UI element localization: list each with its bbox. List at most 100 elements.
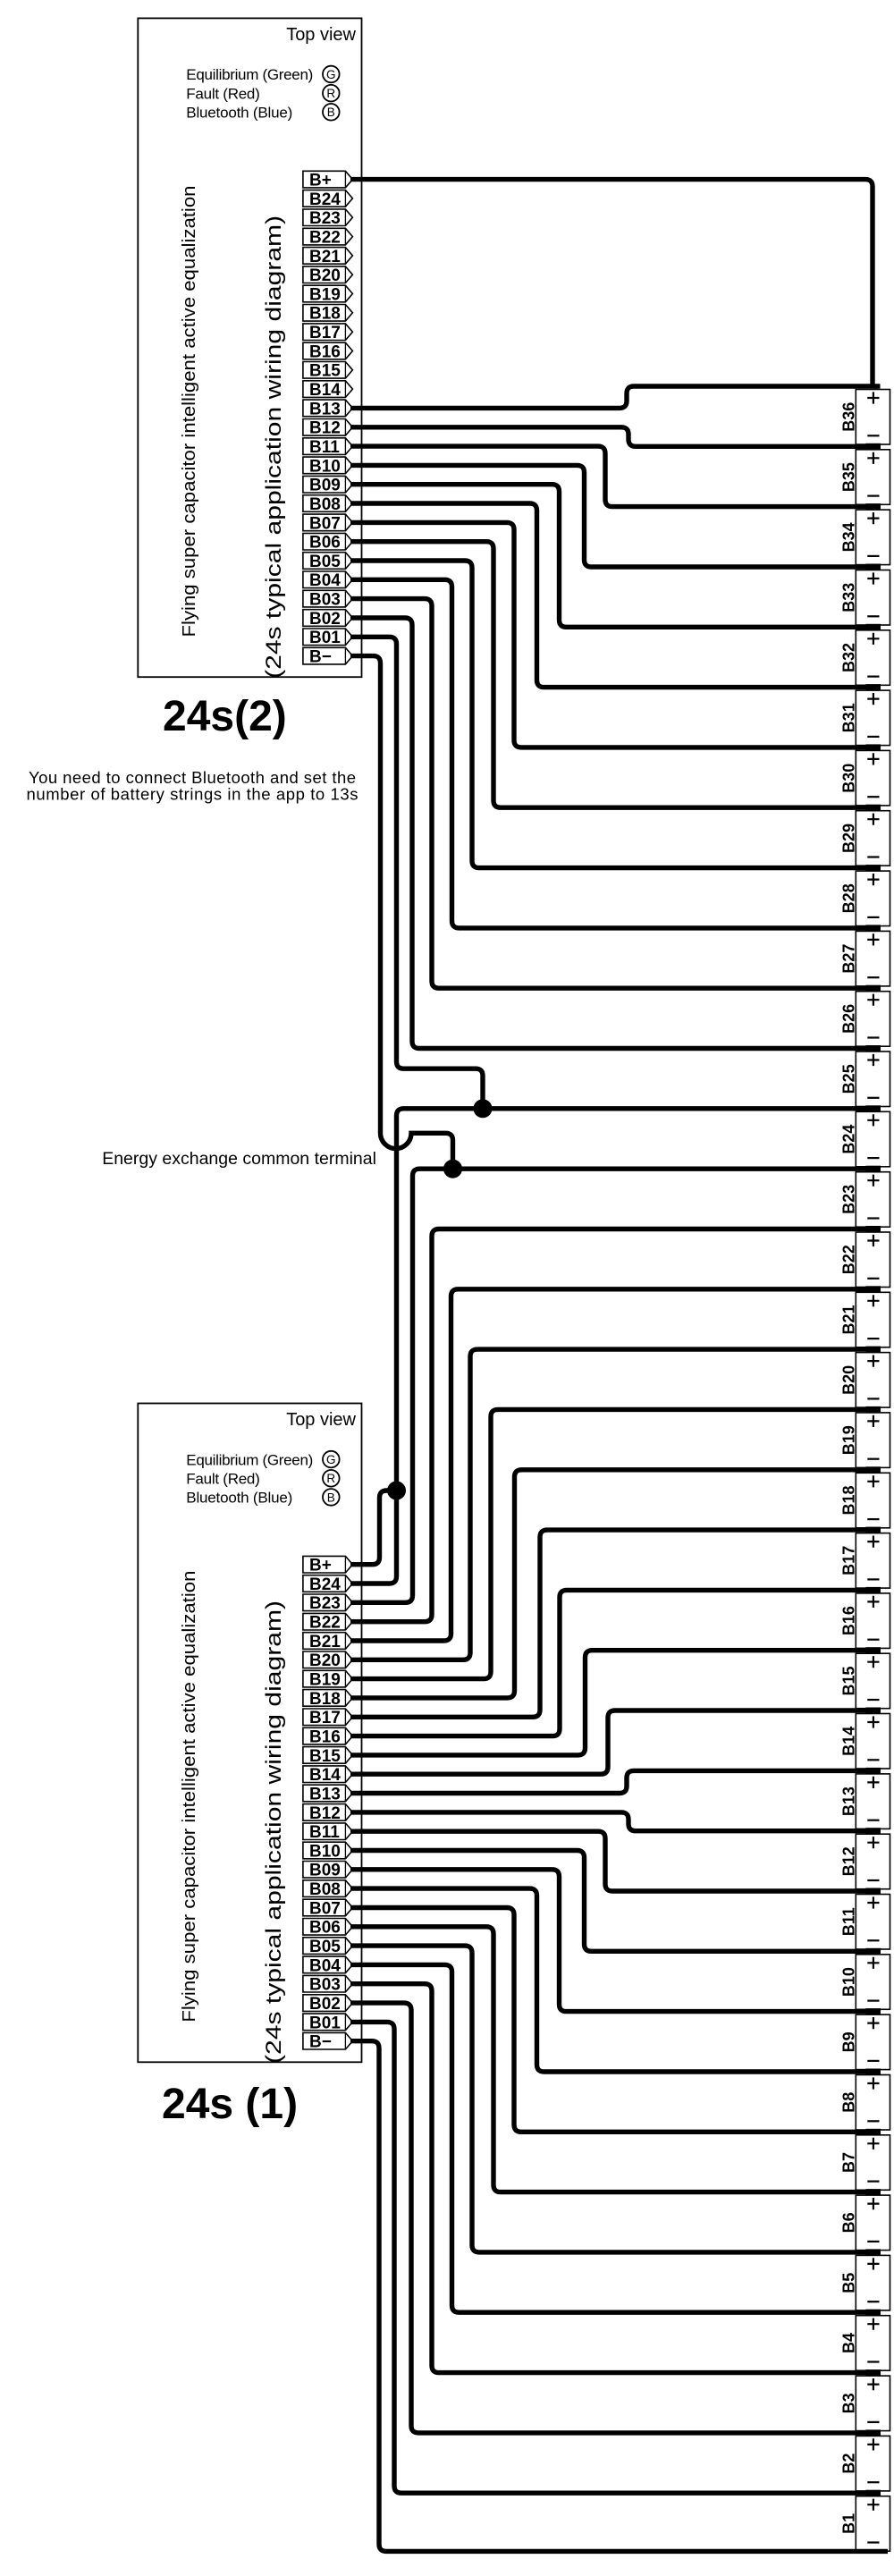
svg-text:B12: B12: [309, 1804, 341, 1823]
svg-text:B15: B15: [309, 1747, 341, 1766]
svg-text:(24s typical application wirin: (24s typical application wiring diagram): [262, 1600, 286, 2064]
svg-text:B13: B13: [840, 1786, 858, 1816]
svg-text:B01: B01: [309, 2014, 341, 2032]
svg-text:B1: B1: [840, 2513, 858, 2534]
svg-text:B32: B32: [840, 643, 858, 672]
svg-text:B11: B11: [309, 1823, 340, 1842]
svg-text:B06: B06: [309, 1919, 341, 1938]
svg-text:B10: B10: [840, 1967, 858, 1997]
svg-text:24s(2): 24s(2): [163, 693, 287, 740]
svg-text:B24: B24: [840, 1125, 858, 1154]
svg-text:B12: B12: [309, 419, 341, 438]
svg-text:B22: B22: [840, 1245, 858, 1274]
svg-text:B22: B22: [309, 1614, 341, 1633]
svg-text:B07: B07: [309, 514, 341, 533]
svg-text:B14: B14: [309, 381, 341, 400]
svg-text:B08: B08: [309, 1880, 341, 1899]
svg-text:Fault (Red): Fault (Red): [186, 85, 259, 102]
svg-text:Bluetooth (Blue): Bluetooth (Blue): [186, 1490, 292, 1507]
svg-text:B14: B14: [309, 1766, 341, 1785]
svg-text:24s (1): 24s (1): [162, 2081, 298, 2128]
svg-text:B23: B23: [840, 1185, 858, 1214]
svg-text:B09: B09: [309, 1862, 341, 1880]
svg-text:B07: B07: [309, 1899, 341, 1918]
svg-text:B03: B03: [309, 1976, 341, 1995]
svg-text:B24: B24: [309, 190, 341, 209]
svg-text:B21: B21: [840, 1305, 858, 1334]
svg-text:B31: B31: [840, 703, 858, 732]
svg-text:B15: B15: [840, 1666, 858, 1695]
svg-text:B21: B21: [309, 248, 341, 266]
svg-text:B6: B6: [840, 2212, 858, 2233]
svg-text:B15: B15: [309, 362, 341, 381]
svg-text:B27: B27: [840, 944, 858, 974]
svg-text:B08: B08: [309, 495, 341, 514]
svg-text:B18: B18: [309, 1690, 341, 1709]
svg-text:Equilibrium (Green): Equilibrium (Green): [186, 66, 313, 83]
svg-text:Top view: Top view: [286, 1410, 356, 1430]
svg-text:B02: B02: [309, 610, 341, 629]
svg-text:Flying super capacitor intelli: Flying super capacitor intelligent activ…: [180, 186, 199, 638]
svg-text:number of battery strings in t: number of battery strings in the app to …: [27, 785, 358, 804]
svg-text:B12: B12: [840, 1846, 858, 1876]
svg-text:B21: B21: [309, 1633, 341, 1651]
svg-text:B2: B2: [840, 2454, 858, 2474]
svg-text:B23: B23: [309, 1594, 341, 1613]
svg-text:B9: B9: [840, 2031, 858, 2052]
svg-text:B22: B22: [309, 229, 341, 248]
svg-text:B11: B11: [840, 1907, 858, 1936]
svg-text:B26: B26: [840, 1004, 858, 1034]
svg-text:R: R: [326, 1472, 335, 1485]
svg-text:B3: B3: [840, 2393, 858, 2413]
svg-text:B05: B05: [309, 1938, 341, 1956]
svg-text:B20: B20: [840, 1365, 858, 1395]
svg-text:B16: B16: [309, 1728, 341, 1747]
svg-text:B: B: [327, 1491, 335, 1504]
svg-text:B17: B17: [309, 1709, 341, 1727]
svg-text:B20: B20: [309, 266, 341, 285]
svg-text:B14: B14: [840, 1727, 858, 1756]
svg-text:Bluetooth (Blue): Bluetooth (Blue): [186, 105, 292, 122]
svg-text:B30: B30: [840, 764, 858, 793]
svg-text:Flying super capacitor intelli: Flying super capacitor intelligent activ…: [180, 1571, 199, 2023]
svg-text:B19: B19: [309, 1671, 341, 1690]
svg-text:B11: B11: [309, 438, 340, 457]
svg-text:Fault (Red): Fault (Red): [186, 1471, 259, 1488]
svg-text:B4: B4: [840, 2333, 858, 2353]
svg-text:You need to connect Bluetooth: You need to connect Bluetooth and set th…: [29, 768, 356, 787]
svg-text:R: R: [326, 87, 335, 100]
svg-text:B29: B29: [840, 823, 858, 853]
svg-text:B17: B17: [840, 1546, 858, 1575]
svg-text:B: B: [327, 106, 335, 119]
svg-text:B24: B24: [309, 1575, 341, 1594]
svg-text:B23: B23: [309, 209, 341, 228]
svg-text:B35: B35: [840, 462, 858, 492]
svg-text:B03: B03: [309, 591, 341, 610]
svg-text:B16: B16: [840, 1606, 858, 1635]
svg-text:B19: B19: [309, 285, 341, 304]
svg-text:B25: B25: [840, 1064, 858, 1094]
svg-text:B17: B17: [309, 324, 341, 342]
svg-text:B09: B09: [309, 477, 341, 495]
svg-text:B18: B18: [840, 1485, 858, 1515]
svg-text:B18: B18: [309, 305, 341, 324]
svg-text:B−: B−: [309, 2033, 332, 2052]
svg-text:(24s typical application wirin: (24s typical application wiring diagram): [262, 215, 286, 679]
svg-text:B34: B34: [840, 522, 858, 552]
svg-text:B20: B20: [309, 1651, 341, 1670]
svg-text:Top view: Top view: [286, 25, 356, 45]
svg-text:B28: B28: [840, 883, 858, 913]
svg-text:G: G: [326, 68, 336, 81]
svg-text:B36: B36: [840, 402, 858, 432]
svg-text:B05: B05: [309, 553, 341, 571]
svg-text:B13: B13: [309, 400, 341, 418]
svg-text:Energy exchange common termina: Energy exchange common terminal: [102, 1149, 376, 1169]
svg-text:B04: B04: [309, 571, 341, 590]
svg-text:B13: B13: [309, 1785, 341, 1803]
svg-text:B−: B−: [309, 648, 332, 667]
svg-text:B+: B+: [309, 1557, 332, 1575]
svg-text:B06: B06: [309, 534, 341, 553]
svg-text:B+: B+: [309, 172, 332, 190]
svg-text:Equilibrium (Green): Equilibrium (Green): [186, 1451, 313, 1468]
svg-text:B01: B01: [309, 629, 341, 647]
